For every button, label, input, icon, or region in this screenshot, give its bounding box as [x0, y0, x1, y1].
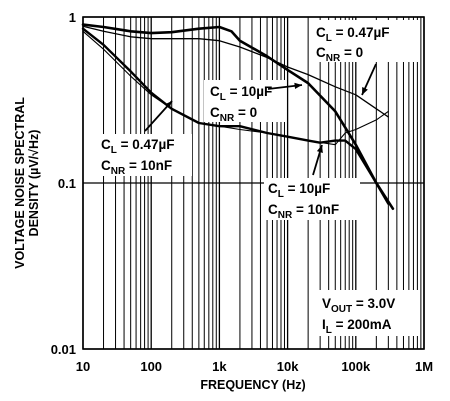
y-axis-title-line1: VOLTAGE NOISE SPECTRAL [13, 97, 27, 269]
label-s1-cl: CL = 0.47µF [316, 25, 390, 44]
label-backing-3 [96, 134, 192, 176]
label-s3-cnr: CNR = 10nF [101, 158, 172, 177]
y-tick-label: 0.01 [51, 342, 76, 357]
x-axis-title: FREQUENCY (Hz) [200, 378, 305, 392]
x-tick-label: 1M [415, 359, 433, 374]
y-tick-label: 1 [69, 10, 76, 25]
x-tick-label: 10 [76, 359, 90, 374]
arrow-s4-head [316, 145, 323, 153]
series-line-1 [82, 25, 389, 118]
conditions-backing [318, 290, 418, 336]
label-s1-cnr: CNR = 0 [316, 45, 363, 64]
condition-il: IL = 200mA [322, 317, 392, 336]
condition-vout: VOUT = 3.0V [322, 296, 395, 315]
arrow-s3-head [164, 101, 172, 109]
series-line-3 [82, 30, 389, 146]
x-tick-label: 100k [341, 359, 371, 374]
series-line-4 [81, 27, 390, 205]
series-group [81, 23, 395, 210]
label-s3-cl: CL = 0.47µF [101, 137, 175, 156]
x-tick-label: 10k [277, 359, 299, 374]
label-backing-4 [264, 178, 360, 220]
x-tick-label: 100 [140, 359, 162, 374]
label-backing-1 [312, 20, 418, 62]
label-s4-cl: CL = 10µF [268, 181, 330, 200]
arrow-s1-head [362, 87, 368, 95]
label-s4-cnr: CNR = 10nF [268, 202, 339, 221]
arrow-s2-head [294, 82, 302, 89]
y-tick-label: 0.1 [58, 176, 76, 191]
series-line-2 [81, 23, 395, 210]
plot-frame [82, 16, 425, 350]
label-s2-cl: CL = 10µF [210, 84, 272, 103]
tick-labels: 10 100 1k 10k 100k 1M 1 0.1 0.01 [51, 10, 433, 374]
x-tick-label: 1k [212, 359, 227, 374]
label-s2-cnr: CNR = 0 [210, 105, 257, 124]
y-axis-title-line2: DENSITY (µV/√Hz) [27, 130, 41, 237]
label-backing-2 [204, 80, 286, 122]
